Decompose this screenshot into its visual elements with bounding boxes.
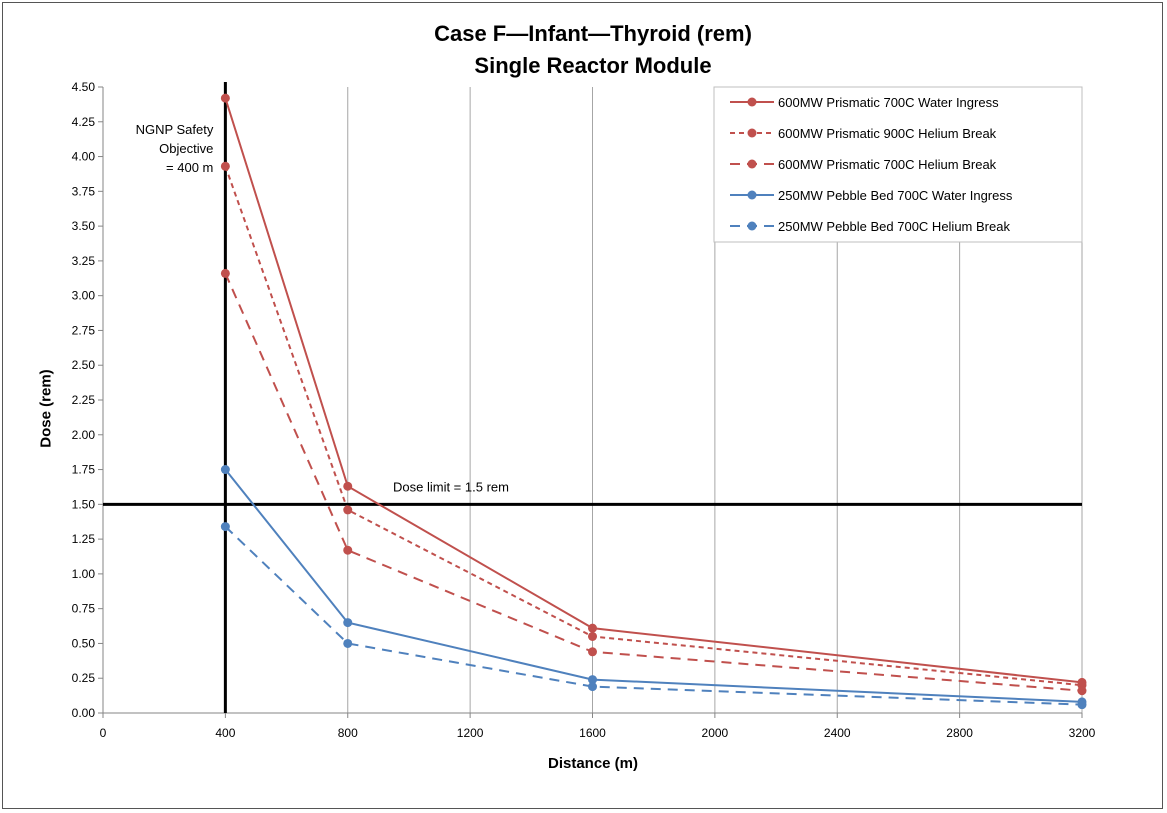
legend-entry-label: 600MW Prismatic 700C Water Ingress (778, 95, 999, 110)
safety-objective-label: = 400 m (166, 160, 213, 175)
legend-swatch-marker (747, 128, 757, 138)
series-line-4 (224, 468, 1083, 703)
series-line-3 (224, 273, 1083, 692)
y-tick-label: 1.50 (72, 497, 96, 511)
legend-box (713, 86, 1083, 243)
y-tick-label: 0.00 (72, 706, 96, 720)
data-point (588, 631, 597, 641)
data-point (343, 618, 353, 628)
data-point (343, 638, 353, 648)
series-line-2 (224, 165, 1083, 687)
legend-swatch-marker (747, 190, 757, 200)
chart-title: Case F—Infant—Thyroid (rem) (434, 21, 752, 46)
data-point (220, 93, 230, 103)
data-point (588, 647, 597, 657)
y-tick-label: 1.00 (72, 567, 96, 581)
legend-swatch-marker (747, 97, 757, 107)
x-tick-label: 2000 (702, 726, 729, 740)
y-tick-label: 2.75 (72, 323, 96, 337)
data-point (1077, 686, 1087, 696)
y-tick-label: 2.50 (72, 358, 96, 372)
safety-objective-label: Objective (159, 141, 213, 156)
legend-entry-label: 600MW Prismatic 700C Helium Break (778, 157, 997, 172)
y-tick-label: 0.50 (72, 636, 96, 650)
y-tick-label: 0.75 (72, 602, 96, 616)
series-line-1 (224, 97, 1083, 684)
data-point (588, 623, 597, 633)
x-tick-label: 2800 (946, 726, 973, 740)
y-tick-label: 3.25 (72, 254, 96, 268)
y-tick-label: 4.50 (72, 80, 96, 94)
data-point (588, 682, 597, 692)
x-tick-label: 1600 (579, 726, 606, 740)
y-tick-label: 3.50 (72, 219, 96, 233)
data-point (343, 481, 353, 491)
data-point (588, 675, 597, 685)
legend-entry-label: 250MW Pebble Bed 700C Water Ingress (778, 188, 1013, 203)
y-tick-label: 4.00 (72, 150, 96, 164)
reference-lines: Dose limit = 1.5 rem NGNP Safety Objective… (103, 82, 1082, 713)
x-tick-label: 400 (215, 726, 235, 740)
axes: 0.00 0.25 0.50 0.75 1.00 1.25 1.50 1.75 2.00 2.25… (72, 80, 1096, 740)
y-tick-label: 3.00 (72, 289, 96, 303)
legend: 600MW Prismatic 700C Water Ingress 600MW … (713, 86, 1083, 243)
y-tick-label: 2.00 (72, 428, 96, 442)
y-tick-label: 1.25 (72, 532, 96, 546)
y-tick-label: 1.75 (72, 463, 96, 477)
y-tick-label: 0.25 (72, 671, 96, 685)
y-tick-label: 2.25 (72, 393, 96, 407)
x-tick-label: 2400 (824, 726, 851, 740)
legend-swatch-marker (747, 159, 757, 169)
legend-swatch-marker (747, 221, 757, 231)
x-tick-label: 0 (100, 726, 107, 740)
y-tick-label: 4.25 (72, 115, 96, 129)
x-axis-label: Distance (m) (547, 755, 639, 772)
series-group (220, 93, 1087, 710)
x-tick-label: 800 (338, 726, 358, 740)
data-point (343, 505, 353, 515)
data-point (220, 522, 230, 532)
data-point (1077, 700, 1087, 710)
legend-entry-label: 250MW Pebble Bed 700C Helium Break (778, 219, 1010, 234)
safety-objective-label: NGNP Safety (136, 122, 214, 137)
data-point (220, 465, 230, 475)
y-tick-label: 3.75 (72, 184, 96, 198)
data-point (220, 268, 230, 278)
chart-subtitle: Single Reactor Module (474, 53, 712, 78)
legend-entry-label: 600MW Prismatic 900C Helium Break (778, 126, 997, 141)
data-point (220, 161, 230, 171)
data-point (343, 545, 353, 555)
x-tick-label: 1200 (457, 726, 484, 740)
x-tick-label: 3200 (1069, 726, 1096, 740)
series-line-5 (224, 525, 1083, 706)
dose-limit-label: Dose limit = 1.5 rem (393, 479, 509, 494)
